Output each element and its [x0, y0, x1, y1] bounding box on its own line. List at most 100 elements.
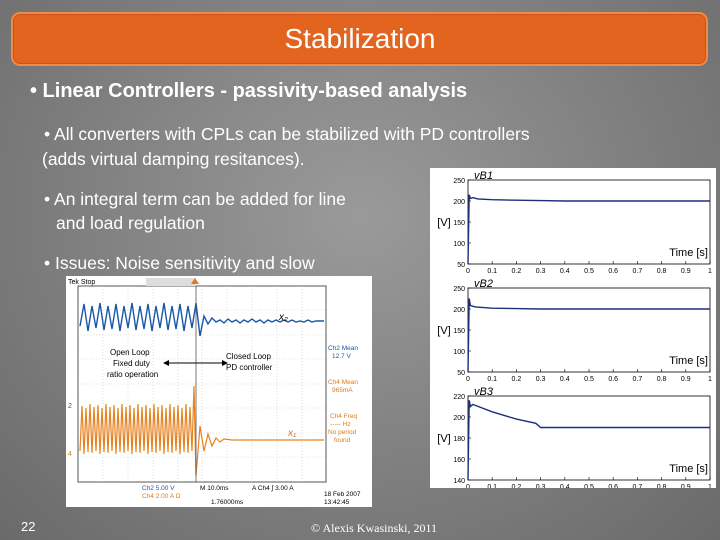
slide-title: Stabilization	[284, 23, 436, 54]
x-tick-label: 0.4	[560, 376, 570, 383]
series-line-vB3	[467, 400, 710, 481]
trigger-setting: A Ch4 ∫ 3.00 A	[252, 485, 294, 492]
x-tick-label: 0.3	[536, 268, 546, 275]
x-tick-label: 0.9	[681, 376, 691, 383]
bullet-1-line-2: (adds virtual damping resitances).	[42, 149, 305, 169]
x-axis-label: Time [s]	[669, 247, 708, 259]
x-tick-label: 0.2	[512, 484, 522, 488]
series-line-vB1	[467, 194, 710, 265]
open-loop-label-3: ratio operation	[107, 370, 158, 379]
ch4-freq-label: Ch4 Freq	[330, 413, 357, 420]
y-tick-label: 250	[453, 178, 465, 185]
y-tick-label: 200	[453, 307, 465, 314]
y-tick-label: 200	[453, 199, 465, 206]
y-tick-label: 100	[453, 241, 465, 248]
x-axis-label: Time [s]	[669, 355, 708, 367]
bullet-3: • Issues: Noise sensitivity and slow	[44, 253, 315, 273]
closed-loop-label-2: PD controller	[226, 363, 273, 372]
ch2-mean-label: Ch2 Mean	[328, 345, 358, 352]
ch4-mean-label: Ch4 Mean	[328, 379, 358, 386]
series-label: vB3	[474, 386, 494, 398]
copyright: © Alexis Kwasinski, 2011	[311, 521, 438, 535]
y-tick-label: 150	[453, 220, 465, 227]
x-tick-label: 0.3	[536, 376, 546, 383]
bullet-1-line-1: • All converters with CPLs can be stabil…	[44, 124, 530, 144]
open-loop-label-1: Open Loop	[110, 348, 150, 357]
x-tick-label: 0.6	[608, 484, 618, 488]
x-tick-label: 0.7	[633, 376, 643, 383]
vb3-chart: 140 160 180 200 220 0 0.1 0.2 0.3 0.4 0.5 0.6 0.7 0.8…	[437, 386, 712, 491]
x-tick-label: 0.7	[633, 268, 643, 275]
y-tick-label: 100	[453, 349, 465, 356]
x-tick-label: 0	[466, 484, 470, 488]
timebase: M 10.0ms	[200, 485, 229, 492]
x-tick-label: 0.2	[512, 376, 522, 383]
ch4-mean-value: 965mA	[332, 387, 353, 394]
svg-text:2: 2	[68, 403, 72, 410]
x-tick-label: 1	[708, 268, 712, 275]
x-tick-label: 0.6	[608, 268, 618, 275]
slide-number: 22	[21, 519, 36, 534]
closed-loop-label-1: Closed Loop	[226, 352, 271, 361]
vb1-chart: 50 100 150 200 250 0 0.1 0.2 0.3 0.4 0.5 0.6 0.7 0.8 0…	[437, 170, 712, 275]
x-tick-label: 0.7	[633, 484, 643, 488]
x-tick-label: 1	[708, 484, 712, 488]
x-tick-label: 0.3	[536, 484, 546, 488]
x-tick-label: 0.4	[560, 484, 570, 488]
y-axis-label: [V]	[437, 325, 450, 337]
series-label: vB1	[474, 170, 493, 182]
y-tick-label: 180	[453, 436, 465, 443]
scope-trace-ch2	[79, 302, 324, 337]
y-tick-label: 140	[453, 478, 465, 485]
x1-label: x₁	[287, 428, 296, 439]
bullet-2-line-1: • An integral term can be added for line	[44, 189, 346, 209]
y-tick-label: 160	[453, 457, 465, 464]
svg-text:4: 4	[68, 451, 72, 458]
x-tick-label: 0.1	[487, 484, 497, 488]
series-label: vB2	[474, 278, 493, 290]
x-tick-label: 0	[466, 376, 470, 383]
x-tick-label: 0.9	[681, 484, 691, 488]
heading-bullet: • Linear Controllers - passivity-based a…	[30, 80, 468, 102]
scope-status: Tek Stop	[68, 279, 95, 286]
y-axis-label: [V]	[437, 433, 450, 445]
y-axis-label: [V]	[437, 217, 450, 229]
trigger-position: 1.76000ms	[211, 499, 244, 506]
x-tick-label: 0.8	[657, 484, 667, 488]
x-tick-label: 0.1	[487, 268, 497, 275]
x-tick-label: 0.1	[487, 376, 497, 383]
y-tick-label: 150	[453, 328, 465, 335]
found-label: found	[334, 437, 351, 444]
bullet-2-line-2: and load regulation	[56, 213, 205, 233]
x-tick-label: 0.6	[608, 376, 618, 383]
ch4-scale: Ch4 2.00 A Ω	[142, 493, 181, 500]
y-tick-label: 200	[453, 415, 465, 422]
scope-trace-ch4	[79, 385, 324, 477]
x-tick-label: 0.4	[560, 268, 570, 275]
x-axis-label: Time [s]	[669, 463, 708, 475]
x-tick-label: 0	[466, 268, 470, 275]
x2-label: x₂	[278, 312, 288, 323]
y-tick-label: 220	[453, 394, 465, 401]
x-tick-label: 0.2	[512, 268, 522, 275]
y-tick-label: 250	[453, 286, 465, 293]
x-tick-label: 1	[708, 376, 712, 383]
x-tick-label: 0.5	[584, 484, 594, 488]
x-tick-label: 0.8	[657, 268, 667, 275]
ch2-scale: Ch2 5.00 V	[142, 485, 175, 492]
y-tick-label: 50	[457, 370, 465, 377]
open-loop-label-2: Fixed duty	[113, 359, 150, 368]
vb2-chart: 50 100 150 200 250 0 0.1 0.2 0.3 0.4 0.5 0.6 0.7 0.8 0…	[437, 278, 712, 383]
title-bar	[11, 12, 708, 66]
oscilloscope-image: Tek Stop x₂ x₁ Open Loop Fixed duty rati…	[66, 276, 372, 507]
ch4-freq-value: ----- Hz	[330, 421, 351, 428]
x-tick-label: 0.5	[584, 268, 594, 275]
x-tick-label: 0.5	[584, 376, 594, 383]
y-tick-label: 50	[457, 262, 465, 269]
ch2-mean-value: 12.7 V	[332, 353, 351, 360]
series-line-vB2	[467, 298, 710, 373]
no-period-label: No period	[328, 429, 357, 436]
scope-time: 13:42:45	[324, 499, 350, 506]
x-tick-label: 0.9	[681, 268, 691, 275]
